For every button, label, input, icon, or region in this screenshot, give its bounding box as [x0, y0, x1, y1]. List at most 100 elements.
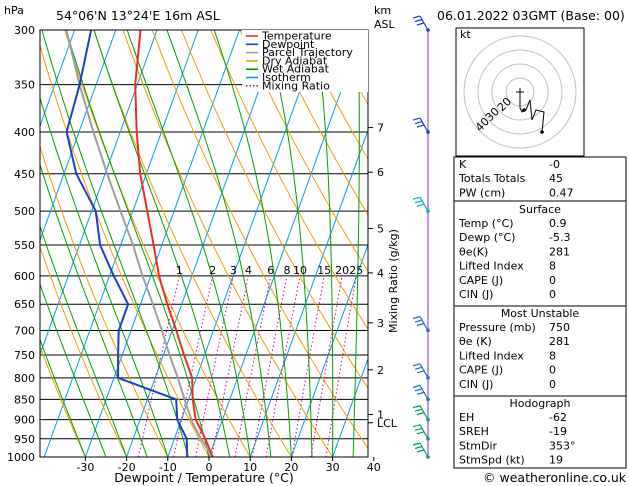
wind-barb-feather: [414, 18, 423, 23]
wet-adiabat: [40, 163, 148, 457]
wind-barb-dot: [426, 397, 430, 402]
most-unstable-row-label: Lifted Index: [459, 349, 524, 362]
pressure-tick-label: 300: [14, 24, 35, 37]
wind-barb-feather: [414, 319, 423, 323]
wind-barb-feather: [414, 408, 423, 412]
surface-row-label: CAPE (J): [459, 274, 503, 287]
wind-barb-feather: [412, 315, 421, 320]
hodograph-unit-label: kt: [460, 28, 471, 41]
km-tick-label: 1: [377, 408, 384, 421]
index-value: 0.47: [549, 186, 574, 199]
wind-barb-feather: [416, 22, 425, 26]
axes: 3003504004505005506006507007508008509009…: [7, 24, 381, 474]
most-unstable-row-value: 750: [549, 321, 570, 334]
dry-adiabat: [210, 30, 368, 331]
most-unstable-box: [453, 305, 627, 397]
x-tick-label: 20: [284, 461, 298, 474]
wet-adiabat: [352, 30, 360, 457]
temperature-line: [134, 30, 214, 457]
hodograph-table-box: [453, 395, 627, 469]
legend-label: Dewpoint: [262, 38, 315, 51]
wind-barb-feather: [414, 366, 423, 370]
hodograph-table-title: Hodograph: [510, 397, 571, 410]
isotherm-line: [84, 30, 240, 457]
mixing-ratio-axis-label: Mixing Ratio (g/kg): [387, 229, 400, 333]
wind-barb-feather: [416, 412, 425, 416]
pressure-tick-label: 800: [14, 372, 35, 385]
wind-barb-feather: [412, 196, 421, 200]
hodograph-ring: [491, 63, 549, 121]
km-tick-label: 4: [377, 267, 384, 280]
pressure-tick-label: 600: [14, 270, 35, 283]
isotherm-line: [290, 243, 368, 457]
location-title: 54°06'N 13°24'E 16m ASL: [56, 8, 220, 23]
pressure-tick-label: 1000: [7, 451, 35, 464]
wind-barb-feather: [412, 15, 421, 19]
wind-barb-feather: [416, 370, 425, 374]
mixing-ratio-label: 15: [317, 264, 331, 277]
asl-label: ASL: [374, 18, 396, 31]
parcel-trajectory-line: [65, 30, 214, 457]
mixing-ratio-label: 1: [176, 264, 183, 277]
isotherm-line: [43, 30, 199, 457]
indices-box: [453, 156, 627, 202]
wind-barb-feather: [412, 442, 421, 446]
x-tick-label: 10: [243, 461, 257, 474]
mixing-ratio-label: 3: [230, 264, 237, 277]
km-tick-label: 7: [377, 122, 384, 135]
isotherm-line: [126, 30, 282, 457]
dry-adiabat: [40, 44, 210, 457]
surface-row-value: 0: [549, 274, 556, 287]
pressure-tick-label: 350: [14, 79, 35, 92]
surface-row-label: Temp (°C): [458, 217, 514, 230]
plot-frame: [39, 29, 369, 458]
wind-barb-dot: [426, 130, 430, 134]
mixing-ratio-label: 4: [245, 264, 252, 277]
hodograph-row-value: -62: [549, 411, 567, 424]
wind-barb-dot: [426, 209, 430, 213]
surface-row-value: -5.3: [549, 231, 570, 244]
surface-row-label: Lifted Index: [459, 260, 524, 273]
legend-label: Mixing Ratio: [262, 79, 330, 92]
x-tick-label: -20: [118, 461, 136, 474]
hodograph-row-value: -19: [549, 425, 567, 438]
surface-row-value: 281: [549, 245, 570, 258]
wind-barb-dot: [426, 455, 430, 459]
wind-barb-dot: [426, 328, 430, 333]
isotherm-line: [249, 128, 368, 457]
most-unstable-title: Most Unstable: [501, 307, 580, 320]
pressure-tick-label: 850: [14, 393, 35, 406]
hodograph-end-marker: [540, 130, 544, 134]
km-tick-label: 3: [377, 317, 384, 330]
wet-adiabat: [41, 30, 189, 457]
mixing-ratio-line: [211, 275, 249, 457]
mixing-ratio-line: [265, 275, 301, 457]
wet-adiabat: [40, 338, 86, 457]
mixing-ratio-label: 6: [267, 264, 274, 277]
mixing-ratio-line: [251, 275, 288, 457]
x-tick-label: -30: [76, 461, 94, 474]
storm-motion-marker: [522, 108, 526, 112]
mixing-ratio-label: 2: [209, 264, 216, 277]
mixing-ratio-line: [173, 275, 214, 457]
mixing-ratio-line: [195, 275, 234, 457]
mixing-ratio-label: 10: [293, 264, 307, 277]
x-tick-label: 0: [206, 461, 213, 474]
wind-barb-feather: [412, 384, 421, 388]
hodograph-ring: [463, 35, 577, 149]
surface-row-value: 8: [549, 260, 556, 273]
pressure-tick-label: 400: [14, 126, 35, 139]
isotherm-line: [40, 30, 158, 356]
wind-barb-feather: [416, 431, 425, 435]
pressure-tick-label: 900: [14, 414, 35, 427]
pressure-tick-label: 550: [14, 239, 35, 252]
wind-barb-dot: [426, 376, 430, 380]
pressure-tick-label: 950: [14, 433, 35, 446]
isotherm-line: [208, 30, 364, 457]
dry-adiabat: [151, 30, 368, 450]
most-unstable-row-value: 281: [549, 335, 570, 348]
wet-adiabat: [265, 30, 313, 457]
hodograph-row-label: EH: [459, 411, 474, 424]
